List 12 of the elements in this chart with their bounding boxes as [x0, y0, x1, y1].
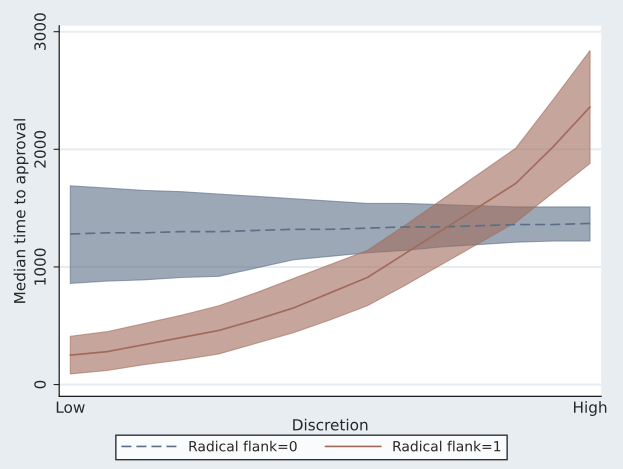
line-series: [69, 222, 591, 235]
y-tick-label: 3000: [34, 13, 46, 50]
y-tick-label: 1000: [34, 248, 46, 285]
x-tick-label: High: [574, 401, 606, 416]
line-series: [69, 106, 591, 356]
legend-label: Radical flank=0: [189, 440, 297, 452]
y-tick-label: 0: [34, 380, 46, 388]
y-axis-title: Median time to approval: [14, 119, 28, 303]
x-tick-label: Low: [56, 402, 85, 413]
y-tick-label: 2000: [34, 130, 46, 168]
legend-label: Radical flank=1: [393, 440, 500, 452]
x-axis-title: Discretion: [293, 418, 368, 431]
